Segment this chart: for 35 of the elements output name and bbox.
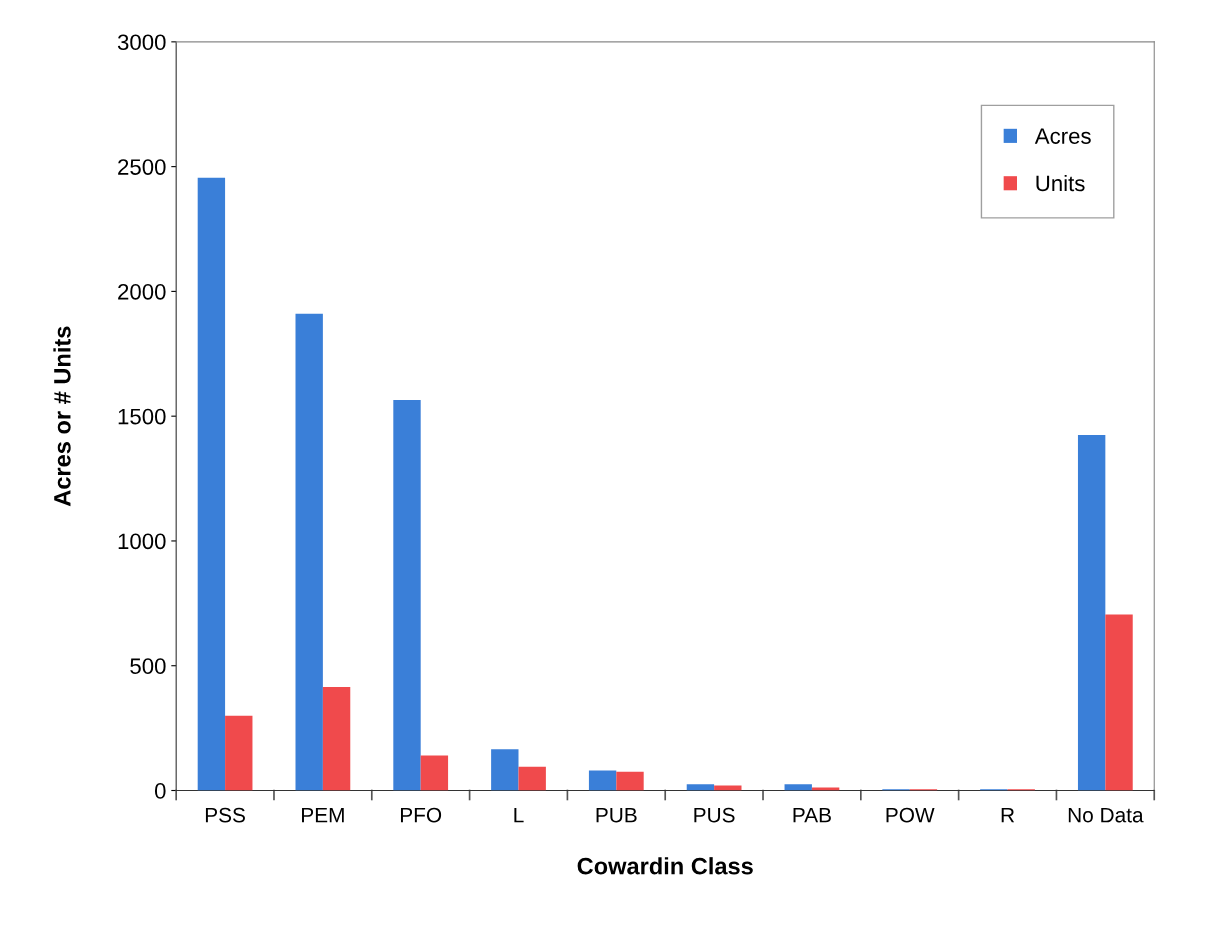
bar <box>393 399 421 791</box>
x-tick-label: PEM <box>302 807 344 823</box>
bar <box>588 770 617 791</box>
y-tick-label: 1000 <box>118 533 166 550</box>
x-tick-label: PUB <box>596 807 637 823</box>
x-tick-label: PSS <box>205 807 245 823</box>
bar <box>225 715 253 791</box>
legend-label: Acres <box>1034 128 1091 144</box>
x-axis-title: Cowardin Class <box>577 857 753 875</box>
bar <box>518 766 546 791</box>
bar <box>491 749 519 791</box>
bar <box>322 686 351 791</box>
x-tick-label: PFO <box>400 807 442 823</box>
y-tick-label: 500 <box>130 658 166 674</box>
bar <box>1105 614 1133 791</box>
bar <box>616 771 644 791</box>
y-tick-label: 2500 <box>118 159 166 175</box>
y-tick-label: 2000 <box>118 283 166 300</box>
y-tick-label: 0 <box>154 783 166 799</box>
legend-label: Units <box>1036 174 1085 192</box>
x-tick-label: PUS <box>694 807 735 823</box>
bar <box>686 784 715 791</box>
bar <box>197 177 226 791</box>
x-tick-label: L <box>514 807 524 823</box>
y-tick-label: 3000 <box>117 34 166 51</box>
bar <box>420 755 449 791</box>
bar <box>784 784 812 791</box>
y-tick-label: 1500 <box>118 408 166 425</box>
x-tick-label: R <box>1001 807 1015 823</box>
x-tick-label: PAB <box>793 807 831 823</box>
y-axis-title: Acres or # Units <box>53 326 71 507</box>
bar <box>295 313 323 791</box>
x-tick-label: POW <box>886 807 935 823</box>
x-tick-label: No Data <box>1068 807 1144 823</box>
bar <box>1077 434 1106 791</box>
